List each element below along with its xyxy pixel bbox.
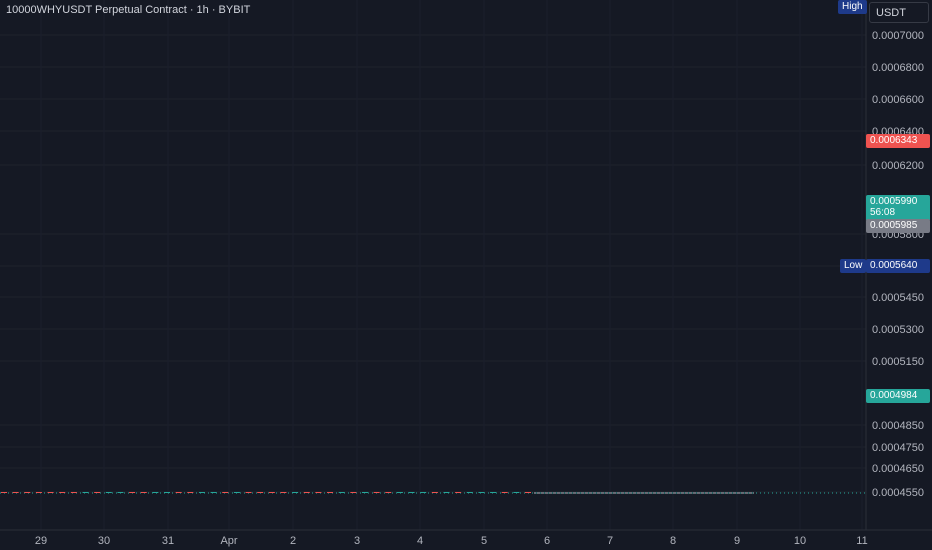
candle-body (152, 492, 159, 493)
low-badge: Low (840, 259, 867, 273)
candle-body (525, 492, 531, 493)
currency-button[interactable]: USDT (869, 2, 929, 23)
candle-body (327, 492, 334, 493)
time-tick-label: 30 (98, 535, 110, 547)
time-tick-label: 8 (670, 535, 676, 547)
candle-body (164, 492, 171, 493)
candle-body (105, 492, 112, 493)
candle-body (1, 492, 7, 493)
candle-body (501, 492, 508, 493)
candle-body (198, 492, 205, 493)
candle-body (175, 492, 182, 493)
price-tick-label: 0.0004850 (872, 420, 924, 432)
time-tick-label: 10 (794, 535, 806, 547)
current-price-tag: 0.0005990 (866, 195, 930, 209)
candle-body (466, 492, 473, 493)
price-tick-label: 0.0004750 (872, 442, 924, 454)
candle-body (443, 492, 450, 493)
candle-body (361, 492, 368, 493)
price-tick-label: 0.0006800 (872, 62, 924, 74)
time-tick-label: 3 (354, 535, 360, 547)
entry-price-tag: 0.0005985 (866, 219, 930, 233)
candle-body (70, 492, 77, 493)
candle-body (222, 492, 229, 493)
time-tick-label: 5 (481, 535, 487, 547)
chart-title: 10000WHYUSDT Perpetual Contract · 1h · B… (6, 4, 251, 16)
candle-body (455, 492, 462, 493)
price-tick-label: 0.0004650 (872, 463, 924, 475)
grid (0, 0, 866, 530)
stop-price-tag: 0.0006343 (866, 134, 930, 148)
candle-body (350, 492, 357, 493)
target-price-tag: 0.0004984 (866, 389, 930, 403)
time-tick-label: 7 (607, 535, 613, 547)
high-badge: High (838, 0, 867, 14)
time-tick-label: 6 (544, 535, 550, 547)
candle-body (12, 492, 19, 493)
low-price-tag: 0.0005640 (866, 259, 930, 273)
candle-body (408, 492, 415, 493)
candle-body (47, 492, 54, 493)
price-tick-label: 0.0006600 (872, 94, 924, 106)
time-tick-label: Apr (220, 535, 237, 547)
candle-body (59, 492, 66, 493)
price-tick-label: 0.0007000 (872, 30, 924, 42)
candle-body (257, 492, 264, 493)
candle-body (24, 492, 31, 493)
candle-body (490, 492, 497, 493)
candle-body (35, 492, 42, 493)
candle-body (82, 492, 89, 493)
candle-body (94, 492, 101, 493)
candle-body (280, 492, 287, 493)
time-tick-label: 11 (856, 535, 867, 547)
candle-body (245, 492, 252, 493)
price-tick-label: 0.0005300 (872, 324, 924, 336)
time-axis[interactable]: 29 30 31 Apr 2 3 4 5 6 7 8 9 10 11 (0, 529, 932, 547)
candle-body (117, 492, 124, 493)
candle-body (292, 492, 299, 493)
candle-body (431, 492, 438, 493)
price-tick-label: 0.0006200 (872, 160, 924, 172)
candle-body (140, 492, 147, 493)
candle-body (210, 492, 217, 493)
price-tick-label: 0.0004550 (872, 487, 924, 499)
candle-body (513, 492, 520, 493)
price-tick-label: 0.0005450 (872, 292, 924, 304)
countdown-tag: 56:08 (866, 206, 930, 220)
candle-body (396, 492, 403, 493)
candle-body (303, 492, 310, 493)
candle-body (420, 492, 427, 493)
candle-body (187, 492, 194, 493)
time-tick-label: 4 (417, 535, 423, 547)
candle-body (129, 492, 136, 493)
candle-body (268, 492, 275, 493)
time-tick-label: 2 (290, 535, 296, 547)
time-tick-label: 9 (734, 535, 740, 547)
time-tick-label: 29 (35, 535, 47, 547)
price-tick-label: 0.0005150 (872, 356, 924, 368)
time-tick-label: 31 (162, 535, 174, 547)
candle-body (373, 492, 380, 493)
candle-body (315, 492, 322, 493)
candle-body (338, 492, 345, 493)
candle-body (385, 492, 392, 493)
candle-body (233, 492, 240, 493)
candle-body (478, 492, 485, 493)
candles (1, 492, 531, 493)
